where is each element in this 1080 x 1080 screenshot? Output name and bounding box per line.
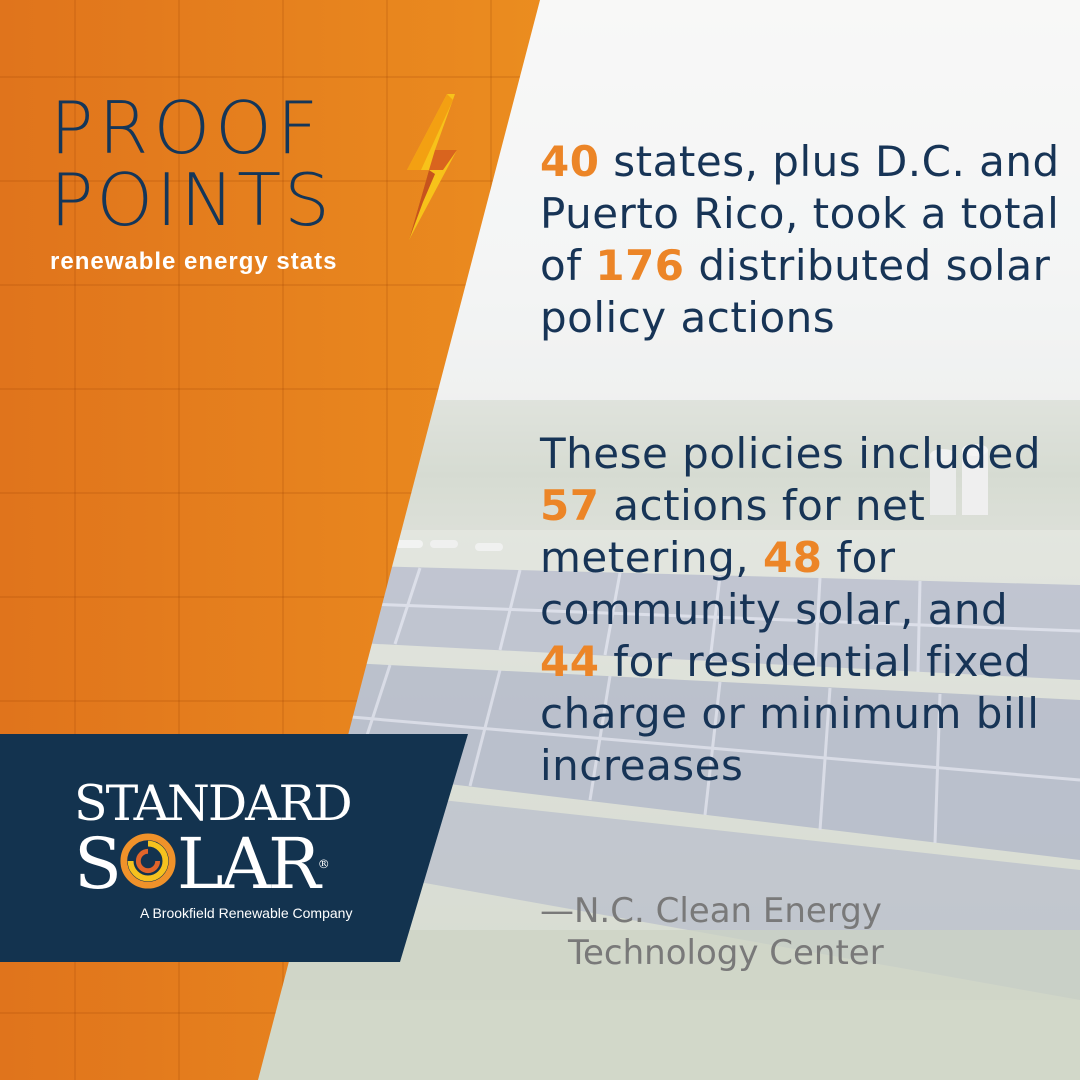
stat-paragraph-1: 40 states, plus D.C. and Puerto Rico, to… (540, 136, 1060, 344)
stat-text: These policies included (540, 429, 1042, 478)
title-subtitle: renewable energy stats (50, 248, 338, 275)
stat-text: states, plus D.C. and Puerto Rico, took … (540, 137, 1060, 290)
lightning-bolt-icon (407, 94, 457, 240)
stat-text: for residential fixed charge or minimum … (540, 637, 1040, 790)
logo-wordmark-standard: STANDARD (74, 775, 353, 832)
stat-number: 48 (762, 533, 823, 582)
stat-number: 57 (540, 481, 600, 530)
stat-text: for community solar, and (540, 533, 1009, 634)
logo-panel (0, 734, 468, 962)
logo-letters-lar: LAR (176, 823, 321, 905)
stat-number: 40 (540, 137, 600, 186)
title-line-2: POINTS (50, 158, 333, 242)
logo-letter-s: S (74, 823, 122, 905)
source-line-1: —N.C. Clean Energy (540, 891, 882, 931)
proof-points-heading: PROOF POINTS renewable energy stats (50, 92, 337, 276)
registered-mark: ® (317, 857, 330, 871)
stat-number: 44 (540, 637, 600, 686)
logo-tagline: A Brookfield Renewable Company (140, 905, 353, 921)
logo-wordmark-solar: S LAR® (74, 823, 330, 905)
stat-number: 176 (595, 241, 685, 290)
sun-swirl-logo-icon (120, 833, 176, 889)
source-line-2: Technology Center (568, 933, 884, 973)
stat-text: distributed solar policy actions (540, 241, 1051, 342)
stat-paragraph-2: These policies included 57 actions for n… (540, 428, 1060, 792)
title-line-1: PROOF (50, 86, 324, 170)
stat-text: actions for net metering, (540, 481, 926, 582)
source-attribution: —N.C. Clean Energy Technology Center (540, 890, 884, 974)
